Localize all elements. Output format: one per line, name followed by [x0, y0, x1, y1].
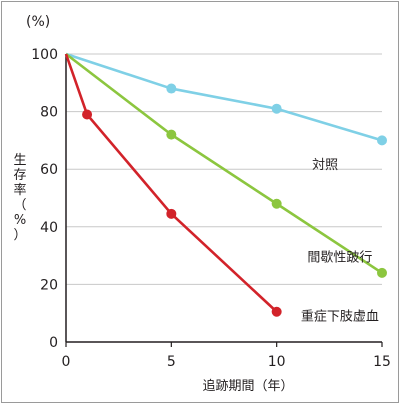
data-point-間歇性跛行-1: [166, 129, 177, 140]
x-tick-label-10: 10: [268, 354, 286, 370]
data-point-間歇性跛行-3: [377, 267, 387, 278]
x-tick-labels: 0 5 10 15: [62, 342, 391, 370]
x-tick-label-0: 0: [62, 354, 71, 370]
series-group: [64, 52, 387, 317]
y-axis-label: 生存率（%）: [13, 153, 26, 243]
data-point-重症下肢虚血-1: [82, 109, 93, 120]
y-tick-label-80: 80: [40, 105, 58, 121]
data-point-対照-1: [166, 83, 177, 94]
data-point-対照-3: [377, 135, 387, 146]
data-point-重症下肢虚血-2: [166, 208, 177, 219]
data-point-対照-2: [271, 103, 282, 114]
y-tick-label-60: 60: [40, 162, 58, 178]
y-unit-label: (%): [26, 14, 50, 30]
y-tick-labels: 0 20 40 60 80 100: [31, 47, 58, 351]
y-tick-label-100: 100: [31, 47, 58, 63]
x-axis-label: 追跡期間（年）: [202, 378, 293, 394]
y-tick-label-40: 40: [40, 220, 58, 236]
data-point-重症下肢虚血-3: [271, 306, 282, 317]
y-tick-label-0: 0: [49, 335, 58, 351]
y-tick-label-20: 20: [40, 277, 58, 293]
x-tick-label-5: 5: [167, 354, 176, 370]
series-label-重症下肢虚血: 重症下肢虚血: [301, 308, 379, 324]
series-label-対照: 対照: [312, 158, 338, 173]
series-label-間歇性跛行: 間歇性跛行: [307, 249, 372, 265]
x-tick-label-15: 15: [373, 354, 391, 370]
series-line-重症下肢虚血: [64, 53, 278, 313]
series-line-対照: [65, 52, 383, 142]
series-line-間歇性跛行: [65, 52, 383, 274]
axes: [65, 54, 382, 343]
data-point-間歇性跛行-2: [271, 198, 282, 209]
